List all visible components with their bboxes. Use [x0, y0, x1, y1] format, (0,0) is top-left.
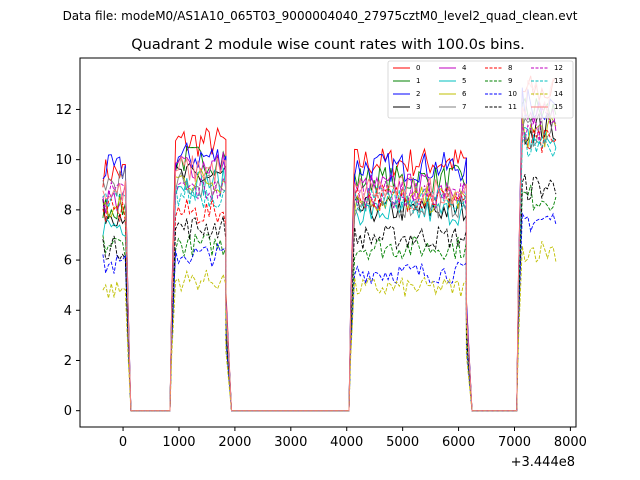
x-tick-label: 1000 — [162, 435, 195, 450]
y-tick-label: 2 — [64, 354, 72, 369]
series-line-8 — [102, 128, 557, 412]
x-tick-label: 0 — [119, 435, 127, 450]
legend-label-11: 11 — [508, 103, 517, 111]
x-tick-label: 3000 — [274, 435, 307, 450]
legend-label-2: 2 — [416, 90, 420, 98]
legend-label-4: 4 — [462, 64, 467, 72]
x-tick-label: 5000 — [386, 435, 419, 450]
y-tick-label: 6 — [64, 254, 72, 269]
y-tick-label: 4 — [64, 304, 72, 319]
legend-label-6: 6 — [462, 90, 467, 98]
x-tick-label: 8000 — [554, 435, 587, 450]
legend-label-8: 8 — [508, 64, 512, 72]
x-tick-label: 2000 — [218, 435, 251, 450]
chart-title: Quadrant 2 module wise count rates with … — [131, 37, 525, 53]
legend-label-12: 12 — [554, 64, 563, 72]
plot-area: 0 1000 2000 3000 4000 5000 6000 7000 80000246810… — [55, 57, 587, 450]
legend-label-10: 10 — [508, 90, 517, 98]
legend-label-14: 14 — [554, 90, 563, 98]
legend-label-9: 9 — [508, 77, 512, 85]
x-tick-label: 4000 — [330, 435, 363, 450]
x-tick-label: 7000 — [498, 435, 531, 450]
legend-label-5: 5 — [462, 77, 466, 85]
legend-label-15: 15 — [554, 103, 563, 111]
legend-label-1: 1 — [416, 77, 420, 85]
y-tick-label: 0 — [64, 404, 72, 419]
y-tick-label: 10 — [55, 153, 72, 168]
legend-label-13: 13 — [554, 77, 563, 85]
y-tick-label: 8 — [64, 203, 72, 218]
series-line-14 — [102, 241, 557, 412]
x-offset-label: +3.444e8 — [511, 455, 575, 470]
series-line-10 — [102, 212, 557, 412]
data-file-suptitle: Data file: modeM0/AS1A10_065T03_90000040… — [63, 9, 578, 23]
x-tick-label: 6000 — [442, 435, 475, 450]
y-tick-label: 12 — [55, 103, 72, 118]
series-line-15 — [102, 78, 556, 412]
legend-box — [387, 60, 574, 119]
legend-label-0: 0 — [416, 64, 420, 72]
axes-frame — [79, 57, 577, 428]
legend-label-7: 7 — [462, 103, 466, 111]
legend-label-3: 3 — [416, 103, 420, 111]
series-line-11 — [102, 174, 557, 412]
